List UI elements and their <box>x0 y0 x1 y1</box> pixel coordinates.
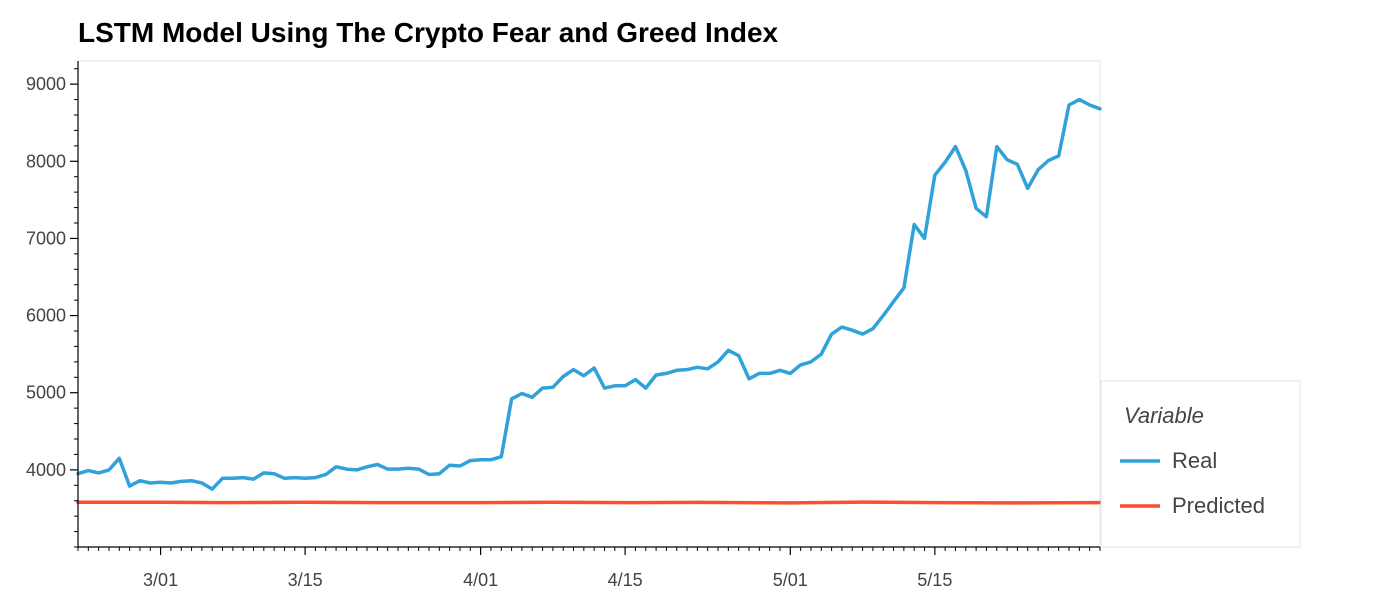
series-layer <box>76 97 1102 505</box>
x-tick-label: 3/01 <box>143 570 178 590</box>
plot-area[interactable] <box>76 60 1102 548</box>
chart-title: LSTM Model Using The Crypto Fear and Gre… <box>78 17 779 48</box>
x-axis: 3/01 3/15 4/01 4/15 5/01 5/15 <box>77 546 1101 590</box>
y-tick-label: 8000 <box>26 151 66 171</box>
x-tick-label: 4/15 <box>608 570 643 590</box>
legend-item-real[interactable]: Real <box>1120 448 1217 473</box>
x-tick-label: 4/01 <box>463 570 498 590</box>
y-tick-label: 7000 <box>26 228 66 248</box>
y-tick-label: 9000 <box>26 74 66 94</box>
plot-frame <box>77 60 1101 548</box>
legend-box <box>1100 380 1301 548</box>
x-tick-label: 5/15 <box>917 570 952 590</box>
series-line-real[interactable] <box>76 97 1102 491</box>
x-tick-label: 3/15 <box>288 570 323 590</box>
y-tick-label: 6000 <box>26 306 66 326</box>
y-tick-label: 4000 <box>26 460 66 480</box>
y-tick-label: 5000 <box>26 383 66 403</box>
legend-label-predicted: Predicted <box>1172 493 1265 518</box>
x-tick-label: 5/01 <box>773 570 808 590</box>
y-axis: 4000 5000 6000 7000 8000 9000 <box>26 61 79 548</box>
series-line-predicted[interactable] <box>76 500 1102 505</box>
legend-title: Variable <box>1124 403 1204 428</box>
legend-label-real: Real <box>1172 448 1217 473</box>
legend: Variable Real Predicted <box>1100 380 1301 548</box>
legend-item-predicted[interactable]: Predicted <box>1120 493 1265 518</box>
